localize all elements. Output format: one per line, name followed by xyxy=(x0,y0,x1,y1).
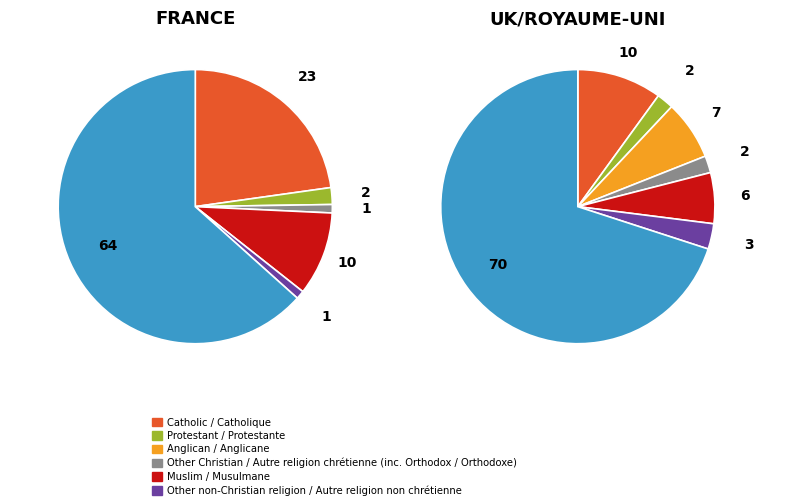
Wedge shape xyxy=(195,205,332,213)
Wedge shape xyxy=(578,207,714,249)
Wedge shape xyxy=(578,70,658,207)
Wedge shape xyxy=(58,70,297,344)
Legend: Catholic / Catholique, Protestant / Protestante, Anglican / Anglicane, Other Chr: Catholic / Catholique, Protestant / Prot… xyxy=(149,414,520,499)
Wedge shape xyxy=(578,172,715,224)
Text: 3: 3 xyxy=(744,238,754,252)
Text: 2: 2 xyxy=(740,146,750,159)
Wedge shape xyxy=(195,207,303,298)
Title: UK/ROYAUME-UNI: UK/ROYAUME-UNI xyxy=(489,10,666,28)
Text: 1: 1 xyxy=(362,202,371,216)
Wedge shape xyxy=(578,107,705,207)
Text: 64: 64 xyxy=(98,239,117,253)
Text: 6: 6 xyxy=(740,189,749,203)
Text: 2: 2 xyxy=(361,186,371,200)
Wedge shape xyxy=(578,156,711,207)
Wedge shape xyxy=(578,96,672,207)
Text: 10: 10 xyxy=(618,46,638,60)
Text: 10: 10 xyxy=(337,256,356,270)
Text: 23: 23 xyxy=(298,70,317,84)
Wedge shape xyxy=(195,70,331,207)
Wedge shape xyxy=(195,207,332,292)
Wedge shape xyxy=(441,70,709,344)
Text: 1: 1 xyxy=(321,310,332,324)
Title: FRANCE: FRANCE xyxy=(155,10,235,28)
Wedge shape xyxy=(195,187,332,207)
Text: 7: 7 xyxy=(712,106,721,119)
Text: 70: 70 xyxy=(489,258,508,272)
Text: 2: 2 xyxy=(685,65,694,79)
